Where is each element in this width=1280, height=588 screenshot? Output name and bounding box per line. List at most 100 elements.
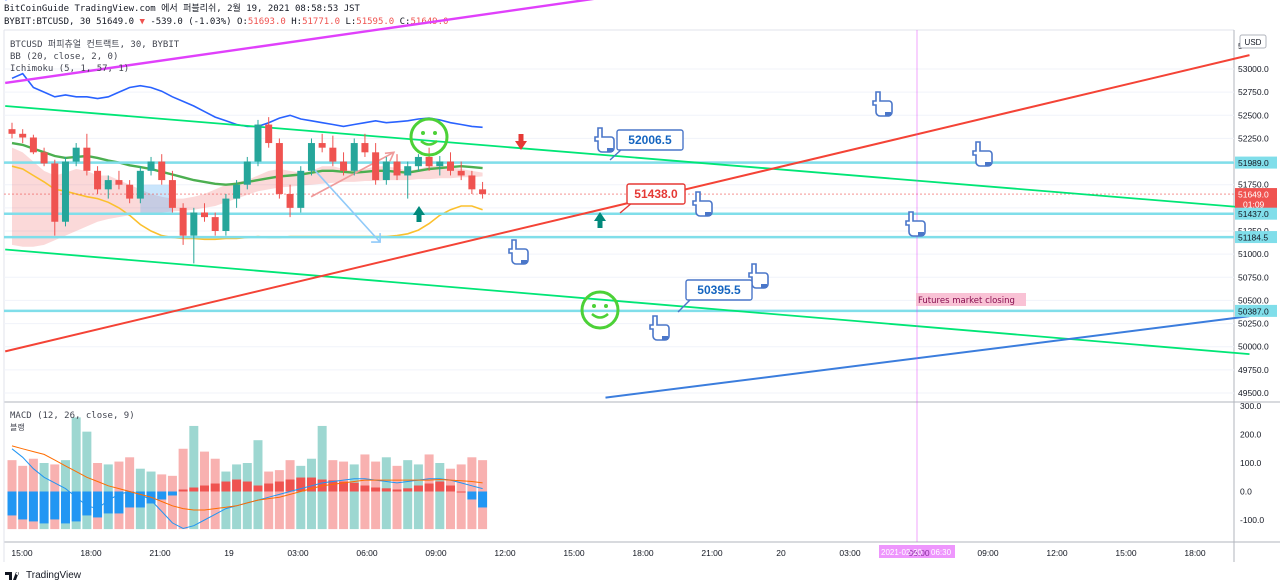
volume-bar <box>360 454 370 530</box>
callout-box <box>626 183 686 205</box>
symbol-name: BYBIT:BTCUSD, 30 <box>4 17 91 27</box>
hand-pointer-icon <box>905 211 926 237</box>
macd-histogram-bar <box>296 477 306 492</box>
volume-bar <box>456 464 466 530</box>
candle <box>126 184 134 199</box>
macd-histogram-bar <box>445 485 455 492</box>
projection-arrow-down <box>310 165 381 243</box>
price-tick-label: 50000.0 <box>1238 342 1269 352</box>
price-change: -539.0 (-1.03%) <box>150 17 232 27</box>
volume-bar <box>242 463 252 530</box>
trendline-magenta <box>5 0 595 85</box>
macd-histogram-bar <box>114 491 124 514</box>
volume-bar <box>274 470 284 530</box>
price-tick-label: 53000.0 <box>1238 64 1269 74</box>
label-background <box>916 293 1026 306</box>
macd-histogram-bar <box>82 491 92 516</box>
price-tick-label: 51750.0 <box>1238 180 1269 190</box>
volume-bar <box>424 454 434 530</box>
arrow-down-icon <box>515 134 527 150</box>
hand-cuff <box>521 260 527 264</box>
smiley-face-icon <box>580 290 620 330</box>
publish-line: BitCoinGuide TradingView.com 에서 퍼블리쉬, 2월… <box>4 4 360 14</box>
price-tick-label: 50250.0 <box>1238 319 1269 329</box>
callout-51438: 51438.0 <box>619 183 686 214</box>
time-tick-label: 15:00 <box>1115 548 1137 558</box>
macd-histogram-bar <box>264 483 274 492</box>
candle <box>479 189 487 195</box>
candle <box>436 161 444 167</box>
smiley-face <box>409 117 449 157</box>
macd-histogram-bar <box>18 491 28 520</box>
volume-bar <box>349 464 359 530</box>
price-tick-label: 52500.0 <box>1238 110 1269 120</box>
tradingview-logo-icon <box>5 572 20 580</box>
legend-bb: BB (20, close, 2, 0) <box>10 52 118 62</box>
time-highlight-time: 06:30 <box>931 548 952 557</box>
candle <box>211 217 219 231</box>
price-label-level: 51989.0 <box>1238 158 1269 168</box>
ohlc-low-value: 51595.0 <box>356 17 395 27</box>
macd-histogram-bar <box>60 491 70 524</box>
candle <box>94 170 102 190</box>
volume-bar <box>317 425 327 530</box>
candle <box>350 143 358 171</box>
candle <box>233 184 241 199</box>
price-tick-label: 49750.0 <box>1238 365 1269 375</box>
trendline-green-lower <box>5 248 1250 356</box>
candle <box>414 156 422 167</box>
footer: TradingView <box>4 569 81 581</box>
macd-tick-label: 300.0 <box>1240 401 1262 411</box>
currency-button[interactable] <box>1239 34 1267 49</box>
macd-histogram-bar <box>71 491 81 522</box>
macd-histogram-bar <box>7 491 17 516</box>
ohlc-open-value: 51693.0 <box>247 17 286 27</box>
candle <box>19 133 27 138</box>
volume-bar <box>445 468 455 530</box>
signal-line <box>11 445 483 511</box>
candle <box>201 212 209 218</box>
candle <box>372 152 380 181</box>
price-tick-label: 50500.0 <box>1238 295 1269 305</box>
volume-bar <box>306 458 316 530</box>
time-tick-label: 18:00 <box>80 548 102 558</box>
candle <box>61 161 69 222</box>
candle <box>243 161 251 185</box>
smiley-mouth <box>420 140 438 146</box>
macd-tick-label: -100.0 <box>1240 515 1264 525</box>
macd-histogram-bar <box>381 488 391 492</box>
callout-box <box>616 129 684 151</box>
candle <box>147 161 155 171</box>
macd-histogram-bar <box>435 481 445 492</box>
ohlc-close-key: C: <box>399 17 411 27</box>
volume-bar <box>339 461 349 530</box>
price-tick-label: 49500.0 <box>1238 388 1269 398</box>
callout-label: 51438.0 <box>634 187 678 201</box>
price-label-box <box>1235 198 1277 211</box>
time-tick-label: 03:00 <box>287 548 309 558</box>
hand-pointer-icon <box>594 127 615 153</box>
candle <box>115 180 123 185</box>
candle <box>51 163 59 222</box>
price-tick-label: 50750.0 <box>1238 272 1269 282</box>
macd-histogram-bar <box>157 491 167 500</box>
footer-brand: TradingView <box>26 569 82 581</box>
candle <box>307 143 315 171</box>
candle <box>457 170 465 176</box>
ohlc-high-key: H: <box>291 17 303 27</box>
hand-cuff <box>761 284 767 288</box>
macd-histogram-bar <box>39 491 49 524</box>
macd-histogram-bar <box>125 491 135 508</box>
trendline-green-upper <box>5 105 1250 209</box>
arrow-up-icon <box>594 212 606 228</box>
volume-bar <box>232 464 242 530</box>
price-label-level: 50387.0 <box>1238 306 1269 316</box>
macd-histogram-bar <box>274 481 284 492</box>
hand-cuff <box>607 148 613 152</box>
macd-histogram-bar <box>478 491 488 508</box>
macd-histogram-bar <box>189 487 199 492</box>
trendline-blue-bottom <box>605 315 1250 399</box>
macd-histogram-bar <box>424 483 434 492</box>
candle <box>265 124 273 144</box>
